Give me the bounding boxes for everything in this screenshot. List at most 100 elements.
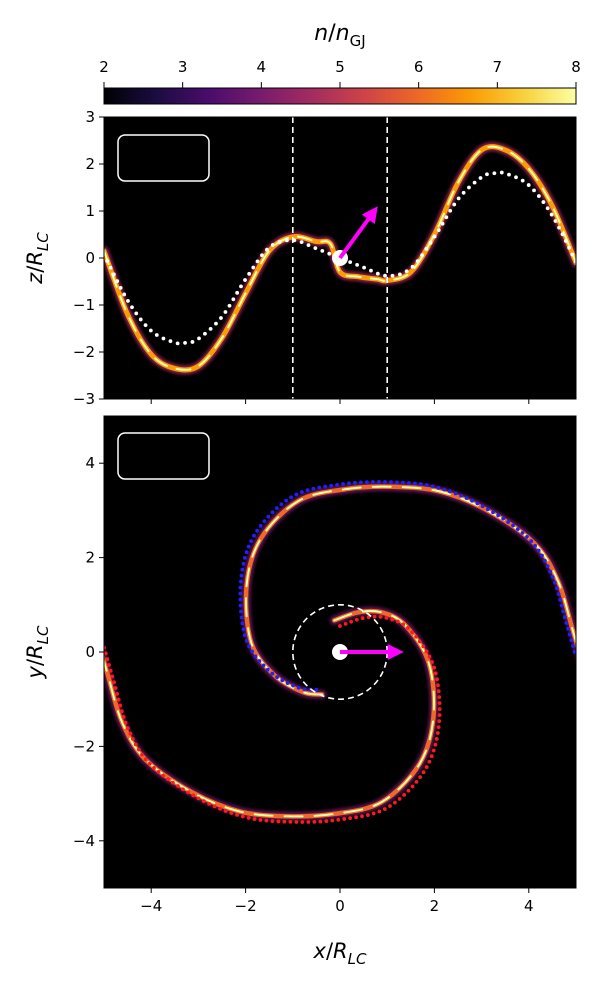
top-dot xyxy=(478,176,483,180)
red-spiral-dot xyxy=(123,720,128,725)
red-spiral-dot xyxy=(384,615,389,620)
blue-spiral-dot xyxy=(480,504,485,509)
bottom-y-tick-label: −4 xyxy=(73,832,95,850)
red-spiral-dot xyxy=(108,668,113,673)
top-dot xyxy=(115,279,120,284)
top-dot xyxy=(126,299,130,303)
blue-spiral-dot xyxy=(296,685,301,690)
top-dot xyxy=(277,239,282,244)
top-dot xyxy=(461,190,466,195)
blue-spiral-dot xyxy=(485,507,490,512)
svg-text:z= 0: z = 0 xyxy=(136,444,192,469)
top-dotted-curve xyxy=(104,170,576,346)
blue-spiral-dot xyxy=(533,543,538,548)
blue-spiral-dot xyxy=(253,654,258,659)
top-dot xyxy=(573,259,576,264)
top-dot xyxy=(428,240,433,245)
top-dot xyxy=(255,259,260,264)
red-spiral-dot xyxy=(434,737,439,741)
top-dot xyxy=(452,202,457,207)
blue-spiral-dot xyxy=(246,544,251,549)
red-spiral-dot xyxy=(342,817,347,821)
top-dot xyxy=(161,336,166,341)
bottom-star-marker xyxy=(332,644,404,660)
red-spiral-dot xyxy=(336,817,341,822)
top-dot xyxy=(375,271,380,276)
blue-spiral-dot xyxy=(511,523,515,528)
red-spiral-dot xyxy=(201,799,206,804)
red-spiral-dot xyxy=(429,754,434,759)
red-spiral-dot xyxy=(382,807,387,811)
bottom-x-tick-label: 4 xyxy=(524,897,534,915)
blue-spiral-dot xyxy=(377,480,381,484)
bottom-y-tick-label: −2 xyxy=(73,737,95,755)
top-dot xyxy=(111,272,116,277)
top-dot xyxy=(148,328,153,333)
top-dot xyxy=(223,310,228,314)
blue-spiral-dot xyxy=(464,496,469,501)
top-dot xyxy=(214,321,218,326)
top-dot xyxy=(190,340,195,344)
red-spiral-dot xyxy=(116,697,121,702)
blue-spiral-dot xyxy=(244,638,249,643)
blue-spiral-dot xyxy=(347,481,351,486)
red-spiral-dot xyxy=(418,775,423,780)
top-dot xyxy=(397,272,402,277)
bottom-y-tick-label: 2 xyxy=(85,549,95,567)
blue-spiral-dot xyxy=(294,492,299,497)
red-spiral-dot xyxy=(136,747,141,752)
red-spiral-dot xyxy=(191,793,196,798)
top-dot xyxy=(362,265,367,270)
top-dot xyxy=(563,239,568,243)
blue-spiral-dot xyxy=(572,649,576,654)
red-spiral-dot xyxy=(436,725,441,729)
top-dot xyxy=(320,248,325,253)
blue-spiral-dot xyxy=(249,539,254,543)
red-spiral-dot xyxy=(430,660,434,664)
top-dot xyxy=(420,253,425,258)
red-spiral-dot xyxy=(258,818,263,822)
red-spiral-dot xyxy=(312,819,317,824)
top-panel-tag: y = 0 xyxy=(117,134,210,182)
red-spiral-dot xyxy=(435,731,440,735)
top-dot xyxy=(231,297,236,302)
blue-spiral-dot xyxy=(540,553,544,558)
top-sheet-highlight xyxy=(104,145,576,371)
blue-spiral-dot xyxy=(545,564,550,569)
blue-spiral-dot xyxy=(241,561,246,566)
blue-spiral-dot xyxy=(323,484,328,489)
top-dot xyxy=(444,215,449,220)
red-spiral-dot xyxy=(354,815,358,820)
blue-spiral-dot xyxy=(302,687,307,692)
red-spiral-dot xyxy=(121,715,126,719)
red-spiral-dot xyxy=(276,819,281,824)
red-spiral-dot xyxy=(371,811,376,816)
red-spiral-dot xyxy=(133,742,138,747)
top-dot xyxy=(570,252,575,257)
blue-spiral-dot xyxy=(244,550,249,555)
top-dot xyxy=(299,240,304,244)
blue-spiral-dot xyxy=(238,603,243,608)
bottom-panel-tag: z = 0 xyxy=(117,432,210,480)
blue-spiral-dot xyxy=(238,579,243,584)
blue-spiral-dot xyxy=(341,482,345,486)
svg-text:y= 0: y = 0 xyxy=(135,146,192,171)
red-spiral-dot xyxy=(432,665,437,670)
red-spiral-dot xyxy=(118,703,123,708)
colorbar-gradient xyxy=(103,87,577,105)
red-spiral-dot xyxy=(143,757,148,762)
red-spiral-dot xyxy=(147,761,152,766)
red-spiral-dot xyxy=(166,777,170,782)
red-spiral-dot xyxy=(421,770,426,775)
top-dot xyxy=(327,251,332,256)
red-spiral-dot xyxy=(110,674,115,679)
bottom-arrow-head xyxy=(387,644,404,660)
blue-spiral-dot xyxy=(453,491,458,496)
colorbar-tick-label: 3 xyxy=(178,58,188,76)
red-spiral-dot xyxy=(218,806,222,811)
top-y-tick-label: −3 xyxy=(73,390,95,408)
bottom-sheet-south-highlight xyxy=(104,610,436,818)
blue-spiral-dot xyxy=(270,671,275,676)
bottom-y-axis-title: y/RLC xyxy=(23,625,52,679)
top-dot xyxy=(410,264,415,269)
